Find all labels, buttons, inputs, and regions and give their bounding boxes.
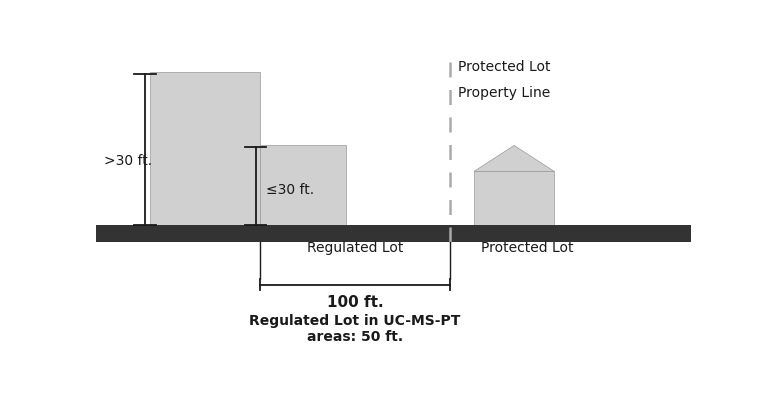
Bar	[260, 145, 346, 225]
Text: ≤30 ft.: ≤30 ft.	[266, 183, 314, 197]
Polygon shape	[474, 145, 554, 172]
Text: 100 ft.: 100 ft.	[326, 295, 383, 310]
Text: Regulated Lot in UC-MS-PT: Regulated Lot in UC-MS-PT	[250, 314, 461, 328]
Bar	[474, 172, 554, 225]
Text: Protected Lot: Protected Lot	[458, 60, 551, 74]
Bar	[96, 225, 691, 242]
Text: areas: 50 ft.: areas: 50 ft.	[307, 330, 403, 343]
Text: Protected Lot: Protected Lot	[482, 241, 574, 255]
Text: Regulated Lot: Regulated Lot	[306, 241, 403, 255]
Bar	[150, 72, 260, 225]
Text: >30 ft.: >30 ft.	[104, 154, 153, 168]
Text: Property Line: Property Line	[458, 86, 550, 100]
